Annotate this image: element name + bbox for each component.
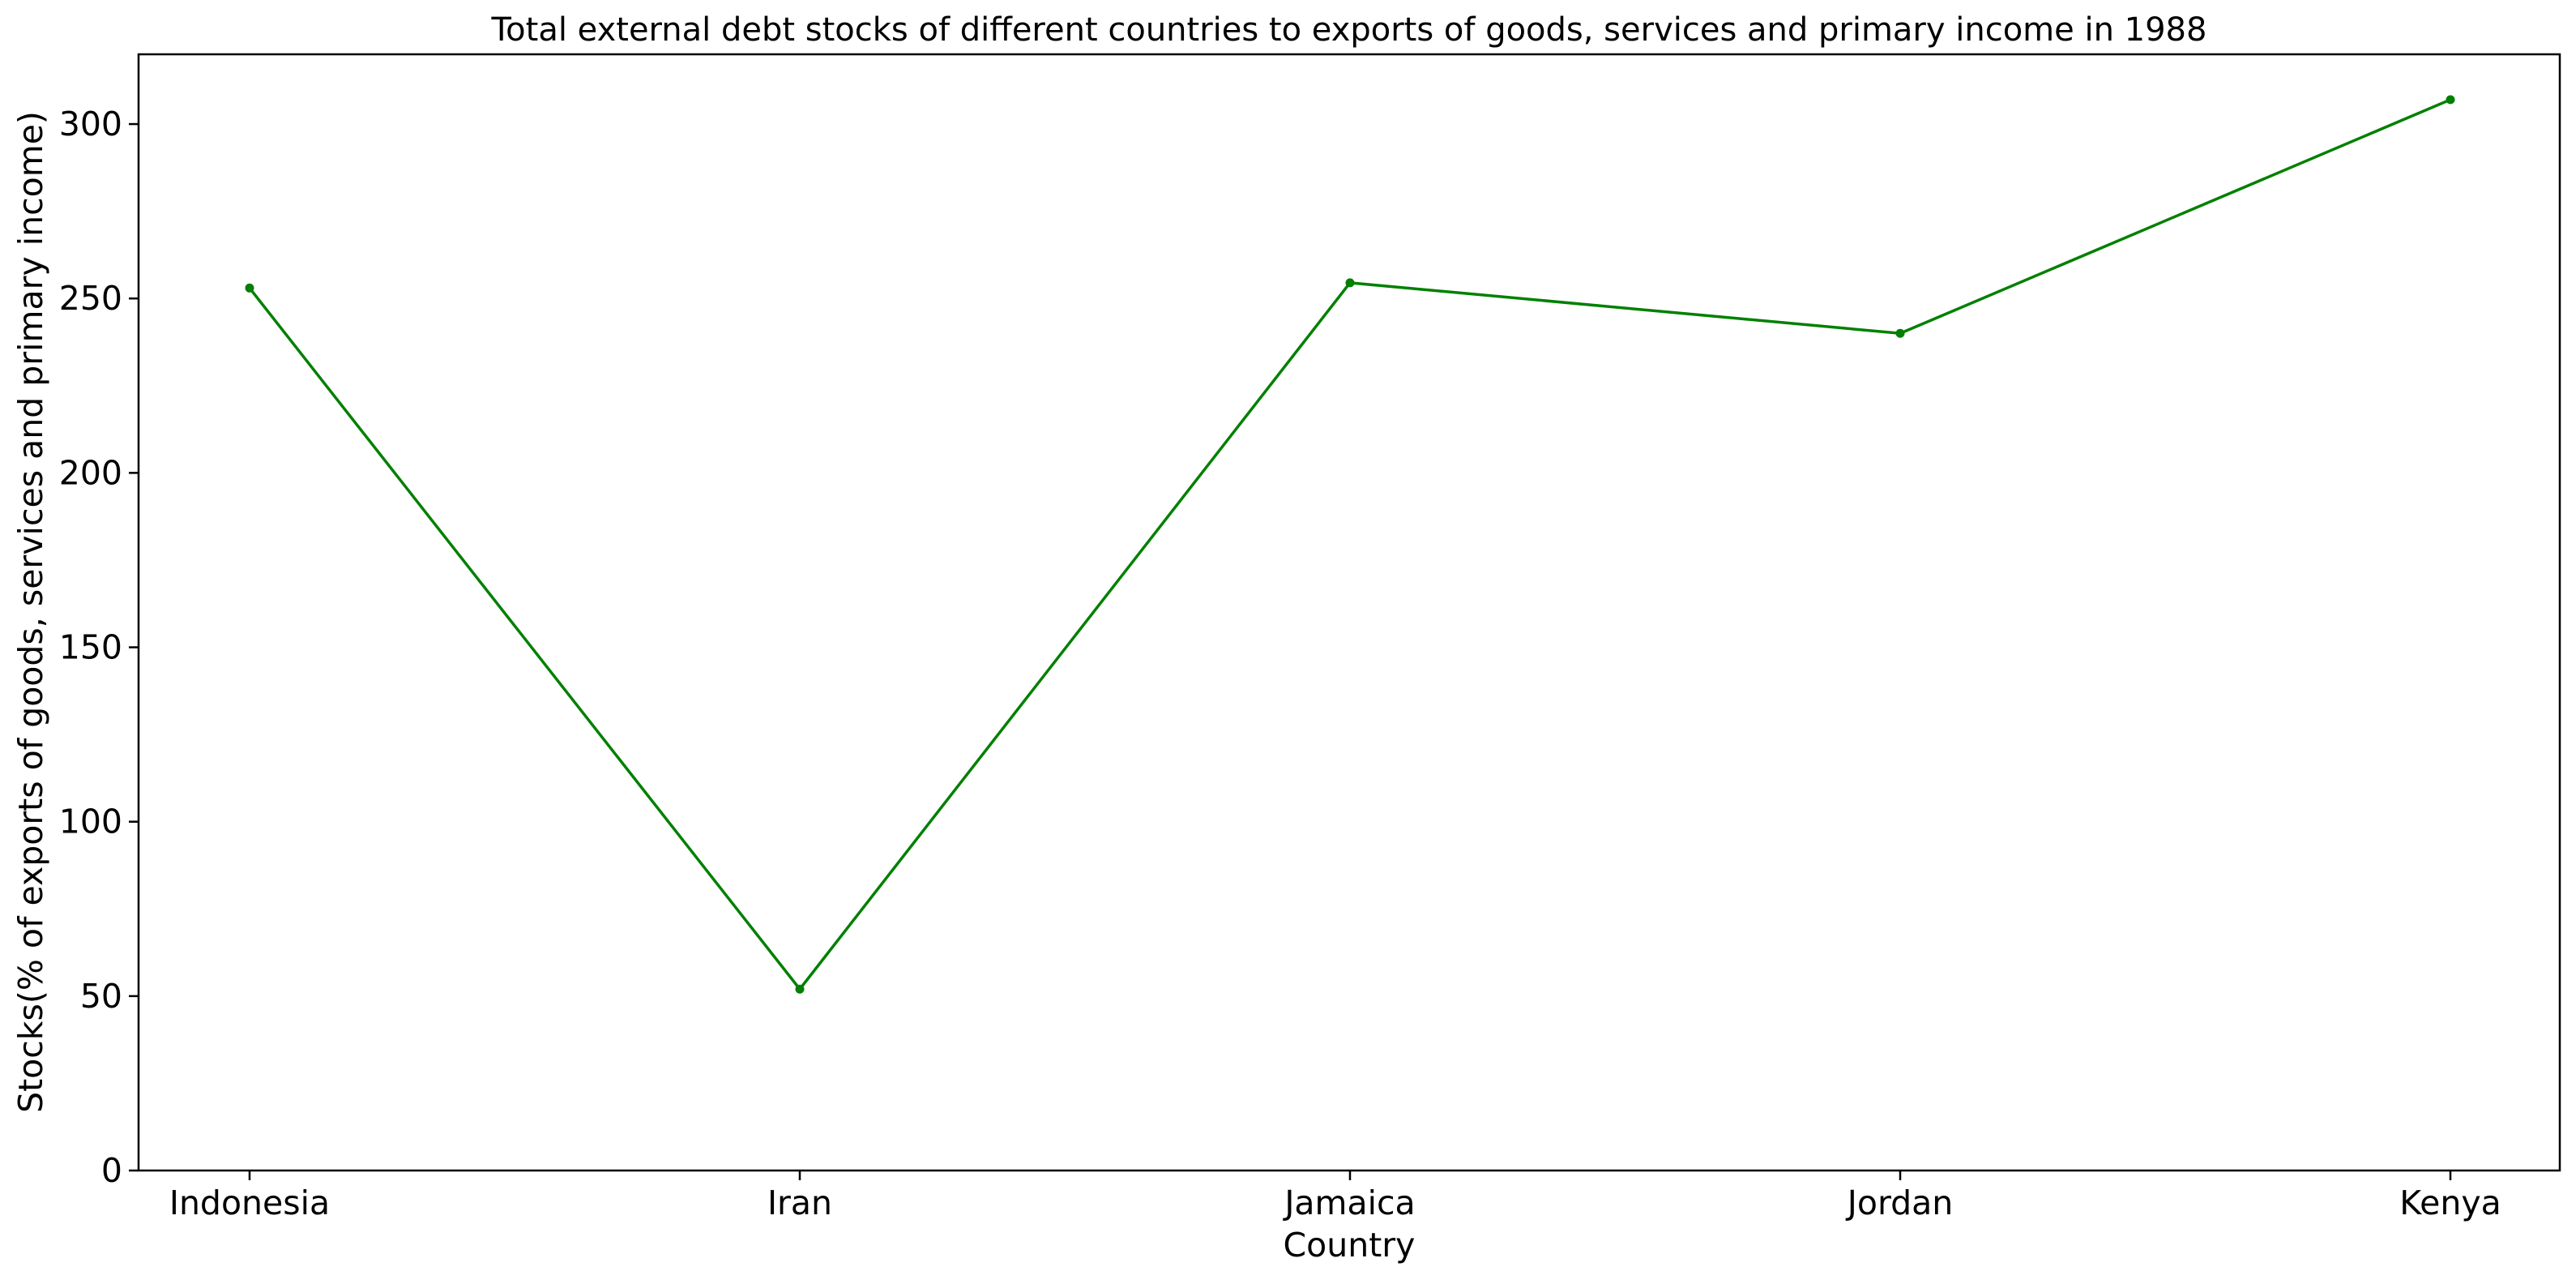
x-tick-label: Jordan bbox=[1845, 1183, 1953, 1222]
series-line bbox=[248, 98, 2451, 992]
y-tick-label: 0 bbox=[101, 1151, 122, 1190]
x-tick-label: Iran bbox=[767, 1183, 832, 1222]
chart-title: Total external debt stocks of different … bbox=[491, 11, 2207, 49]
data-points bbox=[245, 95, 2455, 994]
y-tick-label: 50 bbox=[80, 977, 122, 1016]
y-tick-label: 150 bbox=[59, 628, 122, 667]
x-axis-ticks: Indonesia Iran Jamaica Jordan Kenya bbox=[169, 1171, 2501, 1222]
y-tick-label: 100 bbox=[59, 802, 122, 841]
data-point bbox=[1345, 278, 1355, 288]
x-tick-label: Kenya bbox=[2399, 1183, 2501, 1222]
y-tick-label: 300 bbox=[59, 105, 122, 143]
data-point bbox=[245, 283, 254, 293]
x-axis-label: Country bbox=[1284, 1226, 1416, 1265]
y-tick-label: 250 bbox=[59, 279, 122, 318]
x-tick-label: Jamaica bbox=[1282, 1183, 1415, 1222]
data-point bbox=[795, 984, 805, 994]
data-point bbox=[2446, 95, 2455, 105]
y-axis-ticks: 0 50 100 150 200 250 300 bbox=[59, 105, 139, 1190]
y-axis-label: Stocks(% of exports of goods, services a… bbox=[11, 111, 50, 1113]
plot-area-frame bbox=[137, 53, 2561, 1172]
y-tick-label: 200 bbox=[59, 453, 122, 492]
data-point bbox=[1895, 328, 1905, 338]
x-tick-label: Indonesia bbox=[169, 1183, 330, 1222]
